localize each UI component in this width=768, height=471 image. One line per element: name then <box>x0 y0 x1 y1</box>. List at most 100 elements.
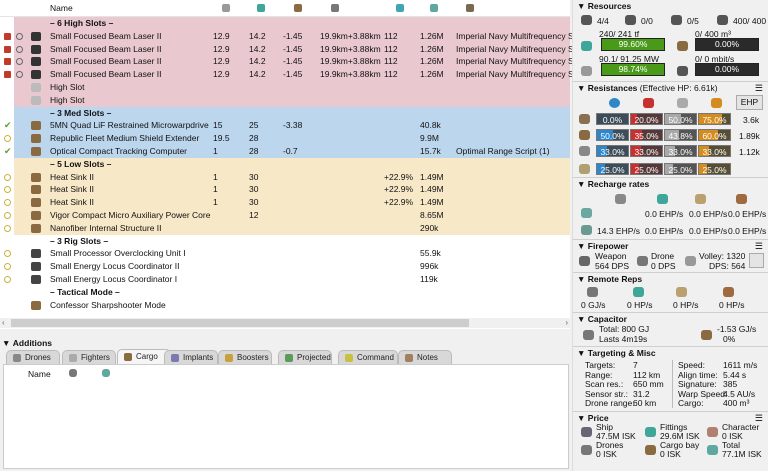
module-row[interactable]: 5MN Quad LiF Restrained Microwarpdrive ✔ 1… <box>0 119 570 133</box>
overheat-icon[interactable] <box>4 71 11 79</box>
powergrid-icon[interactable] <box>257 4 265 12</box>
armor-repair-icon <box>695 194 706 204</box>
tab-projected[interactable]: Projected <box>278 350 332 364</box>
tab-cargo[interactable]: Cargo <box>117 349 171 364</box>
range-icon[interactable] <box>331 4 339 12</box>
targeting-title: Targeting & Misc <box>587 348 656 358</box>
firepower-toggle[interactable]: ▼ Firepower <box>577 241 629 251</box>
state-active-icon[interactable] <box>16 45 23 53</box>
remote-reps-section: ▼ Remote Reps 0 GJ/s 0 HP/s 0 HP/s 0 HP/… <box>573 272 768 312</box>
charge-icon[interactable] <box>466 4 474 12</box>
state-online-icon[interactable] <box>4 263 11 271</box>
module-row[interactable]: Small Focused Beam Laser II 12.9 14.2 -1.45… <box>0 55 574 69</box>
capacitor-icon[interactable] <box>294 4 302 12</box>
state-online-icon[interactable] <box>4 212 11 219</box>
drone-bay-label: 0/ 400 m³ <box>695 29 731 39</box>
state-active-icon[interactable]: ✔ <box>4 146 12 156</box>
module-row[interactable]: Small Focused Beam Laser II 12.9 14.2 -1.45… <box>0 29 574 43</box>
tab-boosters[interactable]: Boosters <box>218 350 272 364</box>
tracking-icon[interactable] <box>396 4 404 12</box>
reload-toggle-button[interactable] <box>749 253 764 268</box>
module-stat: 19.9km+3.88km <box>320 69 381 80</box>
resist-value: 25.0% <box>634 165 659 175</box>
column-name[interactable]: Name <box>50 3 73 13</box>
tab-fighters[interactable]: Fighters <box>62 350 116 364</box>
state-online-icon[interactable] <box>4 224 11 232</box>
resist-value: 20.0% <box>634 115 659 125</box>
module-row[interactable]: Small Focused Beam Laser II 12.9 14.2 -1.45… <box>0 68 574 81</box>
resist-value: 75.0% <box>702 115 727 125</box>
module-row[interactable]: Confessor Sharpshooter Mode <box>0 299 570 312</box>
targeting-toggle[interactable]: ▼ Targeting & Misc <box>577 348 656 358</box>
cpu-icon[interactable] <box>222 4 230 12</box>
weapon-dps: 564 DPS <box>595 261 630 271</box>
scroll-right-icon[interactable]: › <box>565 318 568 327</box>
module-stat: -1.45 <box>283 30 303 41</box>
resist-value: 33.0% <box>668 147 693 157</box>
tab-notes[interactable]: Notes <box>398 350 452 364</box>
additions-toggle[interactable]: ▼ Additions <box>2 338 52 348</box>
price-toggle[interactable]: ▼ Price <box>577 413 609 423</box>
remote-armor: 0 HP/s <box>673 300 699 310</box>
tab-drones[interactable]: Drones <box>6 350 60 364</box>
column-name[interactable]: Name <box>28 369 51 379</box>
state-active-icon[interactable] <box>16 58 23 66</box>
state-active-icon[interactable] <box>16 32 23 40</box>
hull-icon <box>579 146 590 156</box>
overheat-icon[interactable] <box>4 45 11 53</box>
resources-section: ▼ Resources 4/4 0/0 0/5 400/ 400 240/ 241 t… <box>573 0 768 82</box>
target-stat-value: 650 mm <box>633 379 664 389</box>
module-row[interactable]: Small Energy Locus Coordinator II 996k <box>0 260 570 273</box>
capacitor-toggle[interactable]: ▼ Capacitor <box>577 314 627 324</box>
tab-implants[interactable]: Implants <box>164 350 218 364</box>
overheat-icon[interactable] <box>4 32 11 40</box>
resistances-toggle[interactable]: ▼ Resistances (Effective HP: 6.61k) <box>577 83 718 93</box>
module-row[interactable]: Small Focused Beam Laser II 12.9 14.2 -1.45… <box>0 42 574 56</box>
state-online-icon[interactable] <box>4 135 11 143</box>
price-value: 77.1M ISK <box>722 449 762 459</box>
module-row[interactable]: Optical Compact Tracking Computer ✔ 1 28 -0.… <box>0 145 570 158</box>
scrollbar-thumb[interactable] <box>11 319 469 327</box>
scroll-left-icon[interactable]: ‹ <box>2 318 5 327</box>
module-row[interactable]: High Slot <box>0 93 570 107</box>
module-row[interactable]: Heat Sink II 1 30 +22.9% 1.49M <box>0 196 570 209</box>
state-online-icon[interactable] <box>4 173 11 181</box>
price-icon[interactable] <box>430 4 438 12</box>
module-row[interactable]: Heat Sink II 1 30 +22.9% 1.49M <box>0 170 570 184</box>
bandwidth-label: 0/ 0 mbit/s <box>695 54 735 64</box>
cpu-icon <box>581 41 592 51</box>
state-active-icon[interactable] <box>16 71 23 79</box>
state-online-icon[interactable] <box>4 186 11 194</box>
layer-ehp: 1.89k <box>739 131 760 141</box>
boosters-icon <box>225 354 233 362</box>
module-stat: 112 <box>384 69 398 80</box>
em-resist-bar: 50.0% <box>596 129 629 141</box>
module-name: Heat Sink II <box>50 184 94 195</box>
recharge-toggle[interactable]: ▼ Recharge rates <box>577 179 650 189</box>
ehp-button[interactable]: EHP <box>736 95 763 110</box>
module-row[interactable]: Small Energy Locus Coordinator I 119k <box>0 273 570 286</box>
module-stat: Optimal Range Script (1) <box>456 146 550 156</box>
remote-reps-toggle[interactable]: ▼ Remote Reps <box>577 274 643 284</box>
misc-stat-value: 385 <box>723 379 738 389</box>
state-online-icon[interactable] <box>4 276 11 283</box>
state-online-icon[interactable] <box>4 250 11 258</box>
horizontal-scrollbar[interactable]: ‹ › <box>0 318 570 328</box>
module-row[interactable]: High Slot <box>0 81 570 94</box>
module-row[interactable]: Vigor Compact Micro Auxiliary Power Core… <box>0 209 570 222</box>
resources-toggle[interactable]: ▼ Resources <box>577 1 632 11</box>
module-row[interactable]: Republic Fleet Medium Shield Extender 19.… <box>0 132 570 145</box>
module-row[interactable]: Heat Sink II 1 30 +22.9% 1.49M <box>0 183 570 197</box>
module-row[interactable]: Nanofiber Internal Structure II 290k <box>0 221 570 235</box>
tab-command[interactable]: Command <box>338 350 398 364</box>
menu-icon[interactable]: ☰ <box>754 241 763 251</box>
module-name: Vigor Compact Micro Auxiliary Power Core <box>50 210 211 220</box>
capacitor-delta: -1.53 GJ/s <box>717 324 757 334</box>
thermal-resist-icon <box>643 98 654 108</box>
menu-icon[interactable]: ☰ <box>754 83 763 93</box>
module-row[interactable]: Small Processor Overclocking Unit I 55.9k <box>0 247 570 260</box>
menu-icon[interactable]: ☰ <box>754 413 763 423</box>
overheat-icon[interactable] <box>4 58 11 66</box>
state-active-icon[interactable]: ✔ <box>4 120 12 131</box>
state-online-icon[interactable] <box>4 199 11 207</box>
